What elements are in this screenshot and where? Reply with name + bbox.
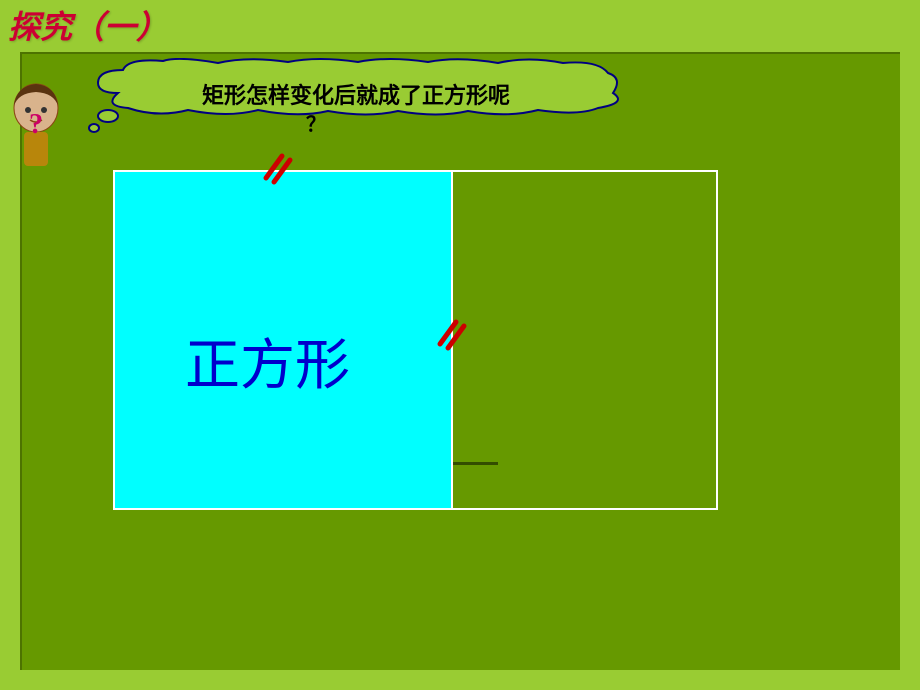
square-label: 正方形 (185, 320, 350, 400)
bubble-question-mark: ？ (306, 108, 326, 137)
thinking-character-icon: ? (6, 78, 66, 170)
shadow-line (450, 462, 498, 465)
page-title: 探究（一） (8, 2, 168, 48)
speech-bubble: 矩形怎样变化后就成了正方形呢 ？ (88, 58, 628, 113)
bubble-text: 矩形怎样变化后就成了正方形呢 (136, 78, 576, 110)
svg-text:?: ? (29, 109, 43, 140)
